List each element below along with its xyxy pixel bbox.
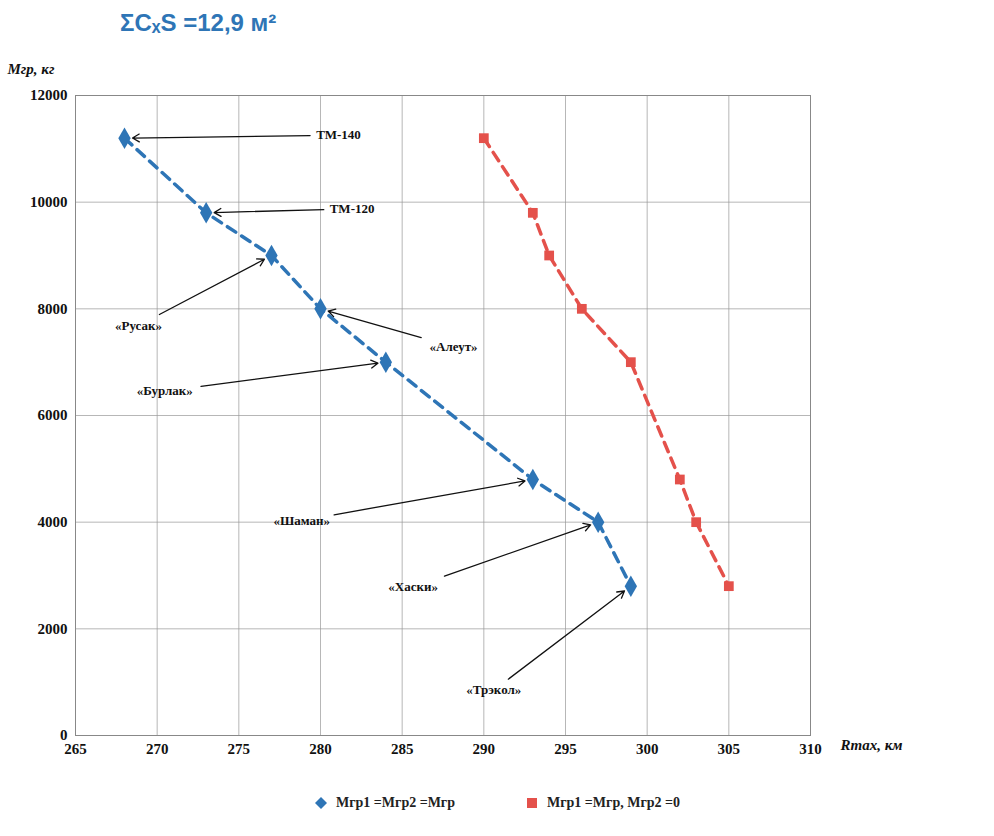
svg-text:Rmax, км: Rmax, км <box>840 737 903 753</box>
svg-text:285: 285 <box>391 741 414 757</box>
html-text:Mгр1 =Mгр, Mгр2 =0: Mгр1 =Mгр, Mгр2 =0 <box>547 795 680 810</box>
svg-text:6000: 6000 <box>38 407 68 423</box>
svg-text:290: 290 <box>473 741 496 757</box>
svg-text:300: 300 <box>636 741 659 757</box>
svg-text:4000: 4000 <box>38 514 68 530</box>
svg-text:«Бурлак»: «Бурлак» <box>137 383 193 398</box>
svg-text:«Трэкол»: «Трэкол» <box>466 682 521 697</box>
svg-text:Mгр, кг: Mгр, кг <box>7 61 55 77</box>
svg-text:ТМ-120: ТМ-120 <box>330 201 375 216</box>
svg-text:«Шаман»: «Шаман» <box>274 513 331 528</box>
svg-text:305: 305 <box>718 741 741 757</box>
svg-text:ТМ-140: ТМ-140 <box>316 127 361 142</box>
svg-text:280: 280 <box>309 741 332 757</box>
svg-text:10000: 10000 <box>30 194 68 210</box>
svg-text:«Русак»: «Русак» <box>115 318 162 333</box>
svg-text:310: 310 <box>799 741 822 757</box>
html-text:Mгр1 =Mгр2 =Mгр: Mгр1 =Mгр2 =Mгр <box>336 795 455 810</box>
svg-text:0: 0 <box>60 727 68 744</box>
svg-text:8000: 8000 <box>38 301 68 317</box>
svg-text:2000: 2000 <box>38 621 68 637</box>
svg-text:«Алеут»: «Алеут» <box>429 339 477 354</box>
svg-text:275: 275 <box>228 741 251 757</box>
svg-text:270: 270 <box>146 741 169 757</box>
svg-text:«Хаски»: «Хаски» <box>388 579 438 594</box>
html-text:ΣCₓS =12,9 м²: ΣCₓS =12,9 м² <box>120 9 277 36</box>
svg-text:295: 295 <box>554 741 577 757</box>
svg-text:12000: 12000 <box>30 87 68 103</box>
svg-text:265: 265 <box>64 741 87 757</box>
